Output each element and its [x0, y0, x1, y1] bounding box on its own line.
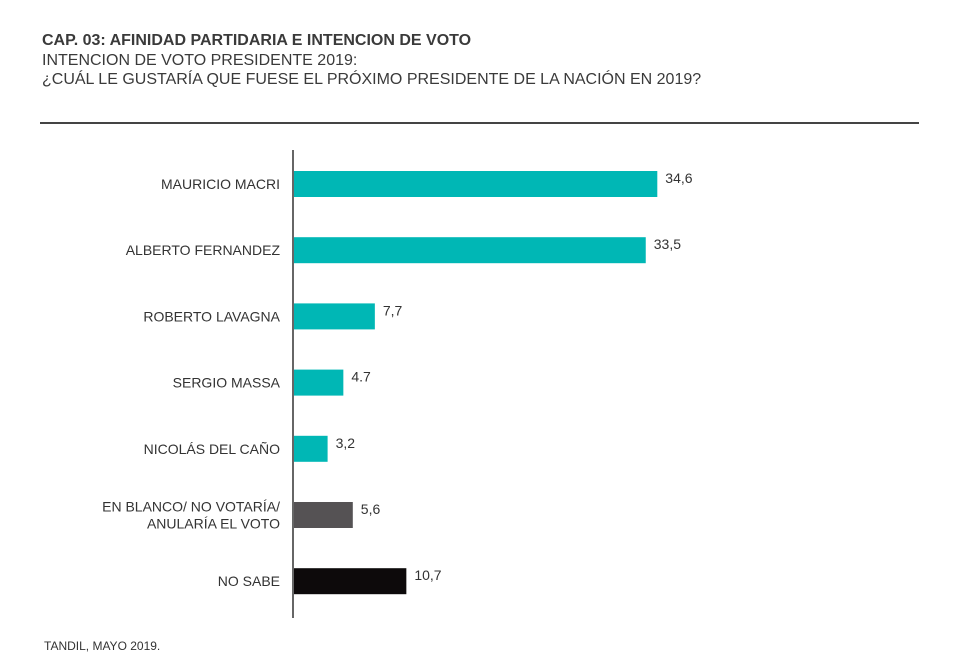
bar-2	[294, 303, 375, 330]
category-label-3: SERGIO MASSA	[173, 375, 281, 391]
chart-subtitle-line-1: INTENCION DE VOTO PRESIDENTE 2019:	[42, 52, 358, 69]
category-label-4: NICOLÁS DEL CAÑO	[144, 441, 281, 457]
bar-6	[294, 568, 407, 595]
value-label-0: 34,6	[665, 170, 692, 186]
chart-header: CAP. 03: AFINIDAD PARTIDARIA E INTENCION…	[42, 31, 701, 89]
category-label-2: ROBERTO LAVAGNA	[143, 308, 280, 324]
value-label-1: 33,5	[654, 236, 681, 252]
value-label-6: 10,7	[414, 567, 441, 583]
bars-group: 34,6 MAURICIO MACRI 33,5 ALBERTO FERNANDEZ 7…	[102, 170, 693, 595]
bar-3	[294, 369, 344, 396]
bar-4	[294, 435, 328, 462]
category-label-1: ALBERTO FERNANDEZ	[126, 242, 281, 258]
value-label-4: 3,2	[336, 435, 356, 451]
chart-subtitle-line-2: ¿CUÁL LE GUSTARÍA QUE FUESE EL PRÓXIMO P…	[42, 71, 702, 88]
category-label-5: EN BLANCO/ NO VOTARÍA/ANULARÍA EL VOTO	[102, 499, 280, 532]
category-label-6: NO SABE	[218, 573, 280, 589]
chart-title: CAP. 03: AFINIDAD PARTIDARIA E INTENCION…	[42, 32, 472, 49]
value-label-5: 5,6	[361, 501, 381, 517]
value-label-3: 4.7	[351, 369, 371, 385]
bar-1	[294, 237, 646, 264]
bar-5	[294, 502, 353, 528]
header-divider	[40, 122, 919, 124]
value-label-2: 7,7	[383, 302, 403, 318]
category-label-0: MAURICIO MACRI	[161, 176, 280, 192]
bar-0	[294, 171, 658, 197]
footer-note: TANDIL, MAYO 2019.	[44, 639, 161, 653]
